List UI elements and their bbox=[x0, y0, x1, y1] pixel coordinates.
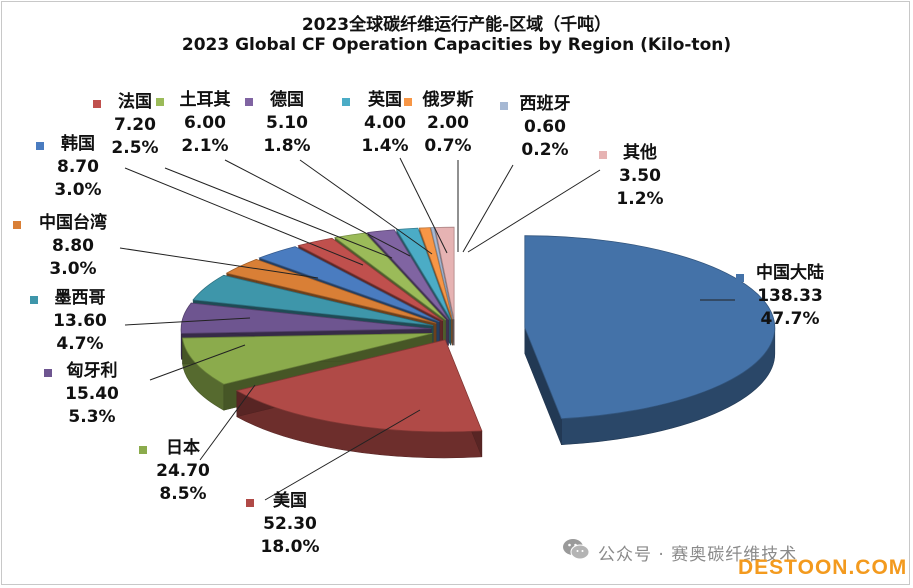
pie-slice-7 bbox=[258, 246, 440, 323]
label-name-2: 美国 bbox=[273, 490, 307, 511]
label-percent-14: 1.2% bbox=[616, 189, 663, 209]
label-name-6: 中国台湾 bbox=[39, 212, 107, 233]
leader-line-10 bbox=[299, 159, 433, 255]
leader-line-5 bbox=[124, 317, 251, 326]
leader-line-3 bbox=[199, 384, 256, 461]
leader-line-6 bbox=[119, 247, 319, 279]
legend-marker-9 bbox=[156, 98, 164, 106]
label-value-11: 4.00 bbox=[364, 113, 406, 133]
label-name-13: 西班牙 bbox=[520, 94, 571, 114]
label-value-7: 8.70 bbox=[57, 157, 99, 177]
leader-line-7 bbox=[124, 167, 364, 266]
label-percent-1: 47.7% bbox=[761, 309, 820, 329]
label-value-13: 0.60 bbox=[524, 117, 566, 137]
label-percent-12: 0.7% bbox=[424, 136, 471, 156]
leader-line-8 bbox=[164, 167, 393, 259]
label-name-3: 日本 bbox=[166, 437, 200, 458]
label-name-4: 匈牙利 bbox=[66, 360, 118, 381]
label-name-9: 土耳其 bbox=[180, 89, 231, 110]
pie-slice-3 bbox=[182, 332, 433, 385]
label-name-1: 中国大陆 bbox=[756, 262, 824, 283]
legend-marker-6 bbox=[13, 221, 21, 229]
label-percent-4: 5.3% bbox=[68, 407, 115, 427]
label-value-10: 5.10 bbox=[266, 113, 308, 133]
label-percent-6: 3.0% bbox=[49, 259, 96, 279]
pie-slice-14 bbox=[434, 226, 455, 320]
label-percent-10: 1.8% bbox=[263, 136, 310, 156]
label-name-14: 其他 bbox=[623, 142, 657, 163]
label-value-6: 8.80 bbox=[52, 236, 94, 256]
label-value-14: 3.50 bbox=[619, 166, 661, 186]
label-percent-3: 8.5% bbox=[159, 484, 206, 504]
leader-line-9 bbox=[224, 159, 411, 257]
legend-marker-7 bbox=[36, 142, 44, 150]
label-value-8: 7.20 bbox=[114, 115, 156, 135]
label-name-7: 韩国 bbox=[61, 133, 95, 154]
pie-slice-4 bbox=[180, 302, 432, 334]
leader-line-13 bbox=[462, 164, 514, 253]
legend-marker-12 bbox=[404, 98, 412, 106]
label-name-11: 英国 bbox=[368, 89, 402, 110]
leader-line-4 bbox=[149, 344, 246, 381]
label-value-12: 2.00 bbox=[427, 113, 469, 133]
label-value-4: 15.40 bbox=[65, 384, 119, 404]
pie-slice-10 bbox=[366, 229, 449, 320]
legend-marker-1 bbox=[736, 274, 744, 282]
legend-marker-2 bbox=[246, 499, 254, 507]
label-value-9: 6.00 bbox=[184, 113, 226, 133]
chart-title: 2023全球碳纤维运行产能-区域（千吨） bbox=[301, 15, 612, 35]
label-value-2: 52.30 bbox=[263, 514, 317, 534]
label-name-8: 法国 bbox=[118, 91, 152, 112]
leader-line-14 bbox=[467, 169, 601, 253]
legend-marker-13 bbox=[500, 102, 508, 110]
legend-marker-14 bbox=[599, 151, 607, 159]
leader-line-11 bbox=[399, 157, 448, 254]
data-labels: 中国大陆 138.33 47.7% 美国 52.30 18.0% 日本 24.70 8.5% 匈牙… bbox=[13, 89, 824, 557]
pie-slice-5 bbox=[192, 274, 434, 326]
label-percent-8: 2.5% bbox=[111, 138, 158, 158]
label-percent-13: 0.2% bbox=[521, 140, 568, 160]
pie-slice-8 bbox=[297, 237, 443, 322]
label-name-12: 俄罗斯 bbox=[422, 89, 474, 110]
label-percent-5: 4.7% bbox=[56, 334, 103, 354]
legend-marker-4 bbox=[44, 369, 52, 377]
label-percent-7: 3.0% bbox=[54, 180, 101, 200]
label-value-3: 24.70 bbox=[156, 461, 210, 481]
label-name-10: 德国 bbox=[270, 89, 304, 110]
pie-slice-2 bbox=[235, 339, 483, 433]
leader-line-2 bbox=[264, 409, 421, 501]
legend-marker-11 bbox=[342, 98, 350, 106]
wechat-icon bbox=[563, 539, 590, 560]
label-value-5: 13.60 bbox=[53, 311, 107, 331]
label-name-5: 墨西哥 bbox=[55, 288, 106, 308]
chart-subtitle: 2023 Global CF Operation Capacities by R… bbox=[181, 35, 732, 55]
watermark-text: 公众号 · 赛奥碳纤维技术 bbox=[598, 545, 798, 565]
label-percent-9: 2.1% bbox=[181, 136, 228, 156]
pie-tops bbox=[180, 226, 776, 433]
legend-marker-3 bbox=[139, 446, 147, 454]
pie-slice-11 bbox=[395, 227, 452, 320]
label-value-1: 138.33 bbox=[757, 286, 823, 306]
label-percent-2: 18.0% bbox=[261, 537, 320, 557]
legend-marker-5 bbox=[30, 296, 38, 304]
legend-marker-10 bbox=[245, 98, 253, 106]
label-percent-11: 1.4% bbox=[361, 136, 408, 156]
site-watermark: DESTOON.COM bbox=[738, 556, 908, 579]
legend-marker-8 bbox=[93, 100, 101, 108]
pie-slice-1 bbox=[524, 235, 776, 420]
